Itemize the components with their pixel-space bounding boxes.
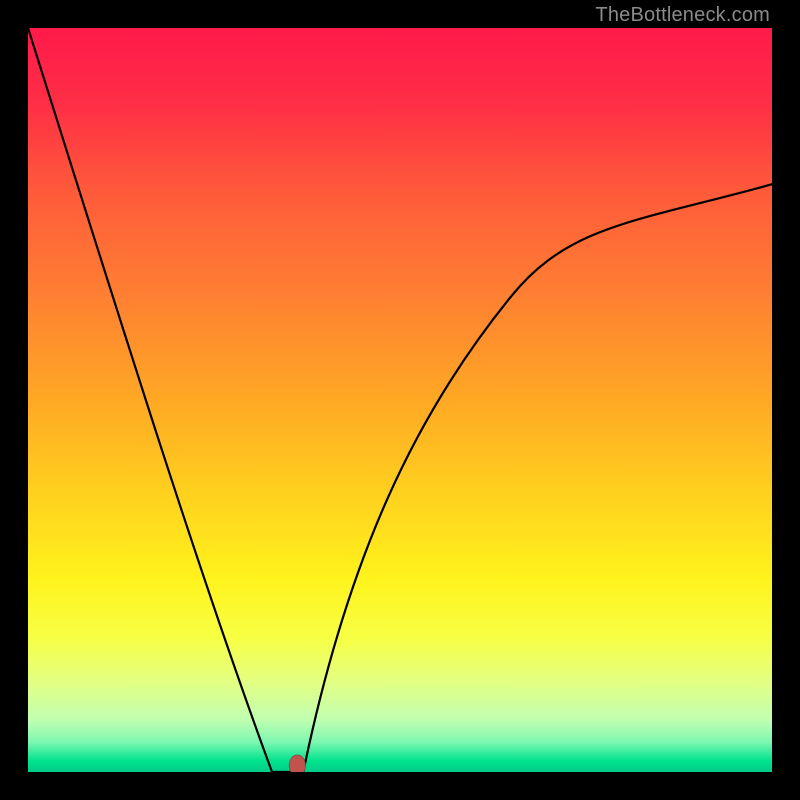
minimum-marker: [289, 755, 305, 772]
watermark-text: TheBottleneck.com: [595, 4, 770, 27]
chart-frame: TheBottleneck.com: [0, 0, 800, 800]
plot-area: [28, 28, 772, 772]
curve-layer: [28, 28, 772, 772]
bottleneck-curve: [28, 28, 772, 772]
